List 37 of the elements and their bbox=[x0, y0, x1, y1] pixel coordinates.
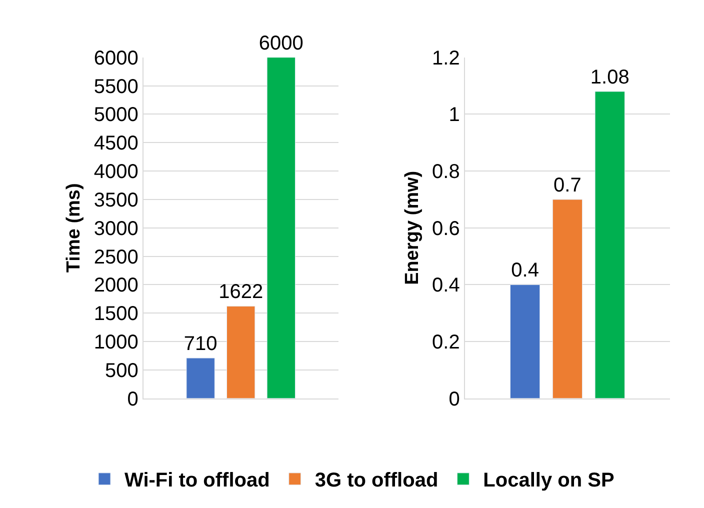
data-label: 710 bbox=[184, 333, 218, 356]
y-tick-label: 3000 bbox=[94, 218, 138, 240]
legend-label: 3G to offload bbox=[314, 470, 438, 492]
y-axis-title: Time (ms) bbox=[64, 183, 85, 273]
y-tick-label: 1 bbox=[448, 104, 460, 126]
bar bbox=[510, 284, 540, 398]
y-tick-label: 3500 bbox=[94, 189, 138, 212]
y-axis-title: Energy (mw) bbox=[402, 170, 423, 285]
data-label: 1622 bbox=[218, 281, 264, 304]
y-tick-label: 0.4 bbox=[432, 274, 460, 297]
y-tick-label: 500 bbox=[105, 360, 138, 382]
bar bbox=[186, 358, 215, 398]
y-tick-label: 0 bbox=[448, 388, 460, 410]
y-tick-label: 4000 bbox=[94, 161, 138, 184]
bar bbox=[594, 91, 625, 398]
y-tick-label: 2500 bbox=[94, 246, 138, 268]
y-tick-label: 4500 bbox=[94, 132, 138, 155]
legend-label: Wi-Fi to offload bbox=[124, 470, 270, 492]
y-tick-label: 6000 bbox=[94, 47, 138, 70]
y-tick-label: 1000 bbox=[94, 332, 138, 354]
y-tick-label: 0.6 bbox=[432, 218, 460, 240]
y-tick-label: 1.2 bbox=[432, 47, 460, 70]
bar bbox=[552, 199, 583, 398]
y-tick-label: 0.8 bbox=[432, 161, 460, 184]
legend-label: Locally on SP bbox=[483, 470, 614, 492]
y-tick-label: 5500 bbox=[94, 76, 138, 98]
bar bbox=[226, 306, 256, 398]
y-tick-label: 5000 bbox=[94, 104, 138, 126]
data-label: 0.4 bbox=[511, 260, 539, 282]
y-tick-label: 2000 bbox=[94, 274, 138, 297]
y-tick-label: 0.2 bbox=[432, 332, 460, 354]
y-tick-label: 1500 bbox=[94, 303, 138, 326]
data-label: 0.7 bbox=[554, 174, 582, 196]
y-tick-label: 0 bbox=[127, 388, 138, 410]
data-label: 6000 bbox=[258, 32, 304, 54]
data-label: 1.08 bbox=[590, 66, 630, 88]
bar bbox=[266, 57, 296, 398]
